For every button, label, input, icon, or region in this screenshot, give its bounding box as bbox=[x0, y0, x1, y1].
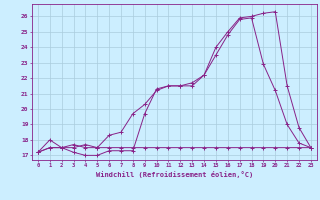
X-axis label: Windchill (Refroidissement éolien,°C): Windchill (Refroidissement éolien,°C) bbox=[96, 171, 253, 178]
